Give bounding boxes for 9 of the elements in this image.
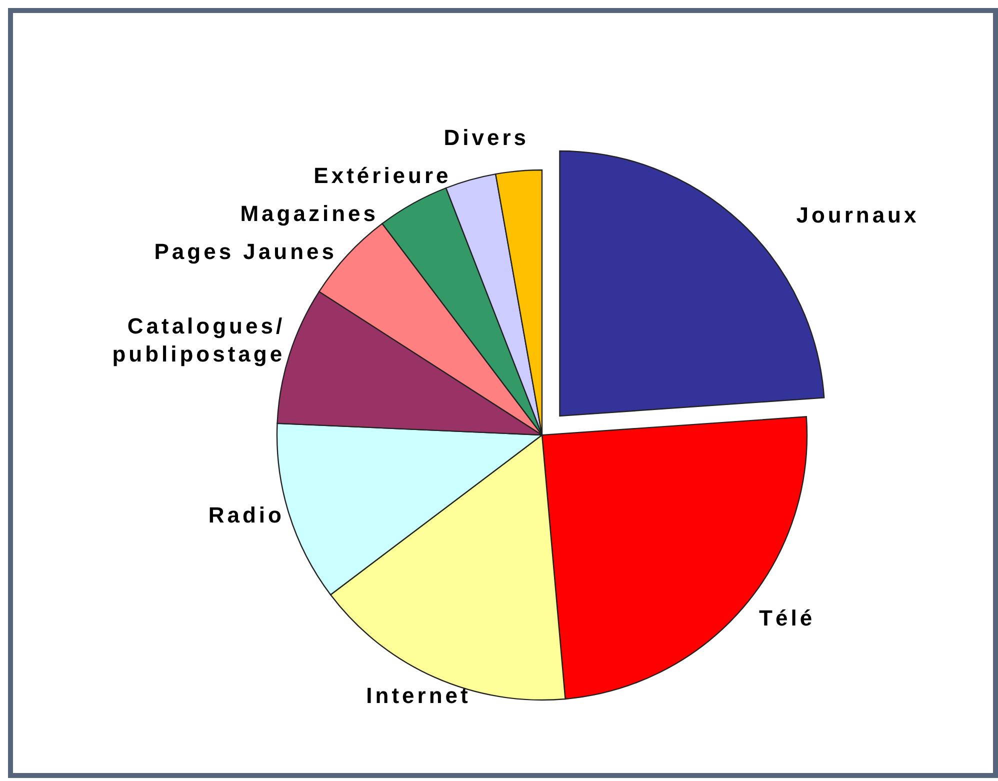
- slice-label: Catalogues/ publipostage: [112, 313, 286, 366]
- slice-label: Extérieure: [314, 162, 452, 188]
- slice-label: Télé: [759, 605, 816, 630]
- slice-label: Divers: [444, 124, 529, 150]
- slice-label: Magazines: [240, 200, 379, 226]
- slice-label: Journaux: [796, 202, 920, 228]
- slice-label: Internet: [366, 682, 471, 708]
- slice-label: Radio: [208, 502, 284, 528]
- slice-label: Pages Jaunes: [154, 238, 337, 264]
